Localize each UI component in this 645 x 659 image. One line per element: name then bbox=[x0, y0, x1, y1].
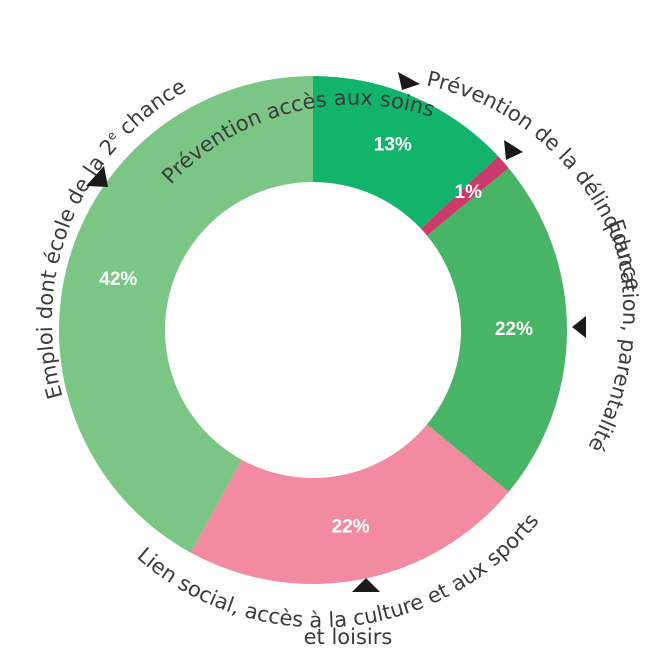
pointer-arrow-delinquance bbox=[504, 140, 523, 160]
pointer-arrow-lien-social bbox=[352, 578, 380, 592]
slice-4 bbox=[59, 76, 314, 553]
slice-1 bbox=[420, 156, 509, 236]
percent-label-3: 22% bbox=[332, 516, 370, 537]
percent-label-0: 13% bbox=[374, 135, 412, 156]
category-label-lien-social-line2: et loisirs bbox=[304, 625, 393, 649]
percent-labels-group: 13% 1% 22% 22% 42% bbox=[99, 135, 533, 538]
slice-3 bbox=[190, 424, 509, 584]
slice-0 bbox=[313, 76, 499, 229]
slice-2 bbox=[427, 168, 567, 492]
pointer-arrow-soins bbox=[398, 72, 420, 90]
pointer-arrow-education bbox=[572, 316, 586, 338]
category-label-education: Education, parentalité bbox=[584, 216, 643, 456]
percent-label-2: 22% bbox=[495, 319, 533, 340]
slices-group bbox=[59, 76, 567, 584]
percent-label-4: 42% bbox=[99, 269, 137, 290]
percent-label-1: 1% bbox=[455, 182, 483, 203]
pointer-arrow-emploi bbox=[86, 166, 108, 187]
